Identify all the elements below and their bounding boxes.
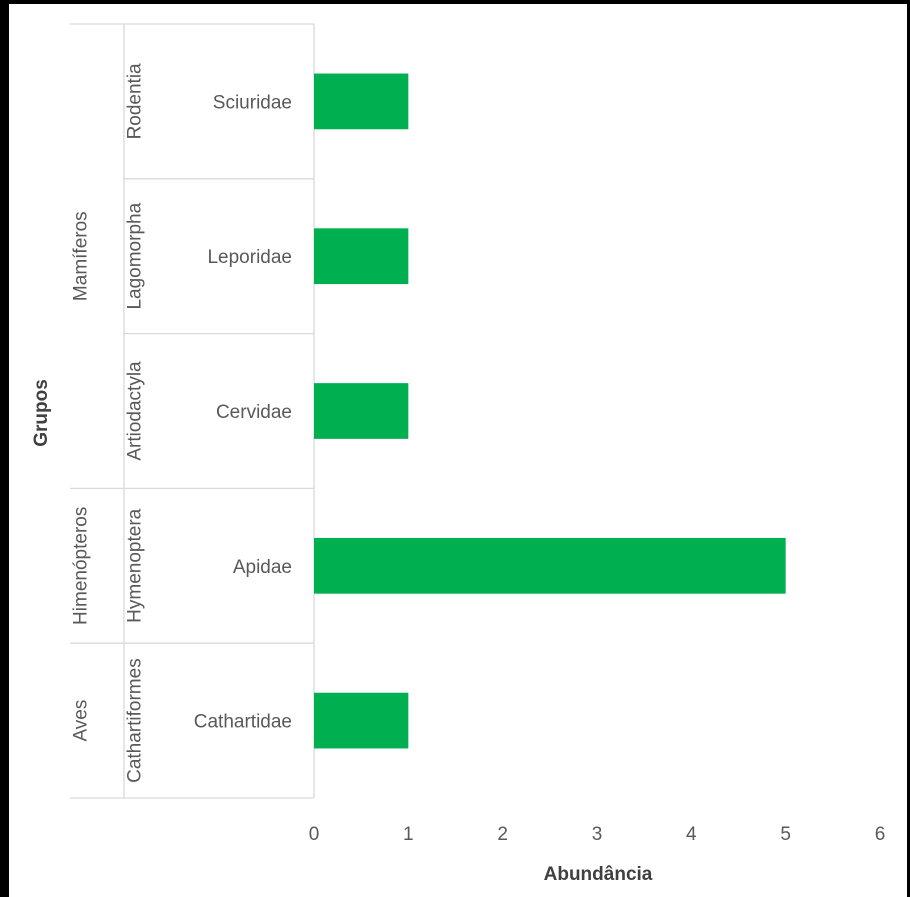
y-axis-title: Grupos <box>31 379 52 447</box>
x-axis-title: Abundância <box>544 864 653 885</box>
bars-layer <box>314 73 786 749</box>
order-labels: Cathartiformes Hymenoptera Artiodactyla Lag… <box>125 63 146 783</box>
bar-apidae <box>314 537 786 594</box>
x-tick-label: 2 <box>497 824 508 845</box>
category-label: Cathartidae <box>194 712 292 733</box>
group-label: Mamíferos <box>71 211 92 301</box>
category-label: Leporidae <box>207 247 292 268</box>
bar-cervidae <box>314 383 409 439</box>
x-tick-label: 3 <box>592 824 603 845</box>
category-labels: Cathartidae Apidae Cervidae Leporidae Sciuri… <box>194 92 292 732</box>
order-label: Hymenoptera <box>125 508 146 622</box>
x-tick-label: 1 <box>403 824 414 845</box>
x-tick-label: 0 <box>309 824 320 845</box>
x-tick-label: 4 <box>686 824 697 845</box>
category-label: Apidae <box>233 557 292 578</box>
bar-leporidae <box>314 228 409 285</box>
group-label: Himenópteros <box>71 507 92 625</box>
group-labels: Aves Himenópteros Mamíferos <box>71 211 92 741</box>
category-label: Sciuridae <box>213 92 292 113</box>
x-tick-label: 5 <box>780 824 791 845</box>
x-tick-labels: 0 1 2 3 4 5 6 <box>309 824 886 845</box>
order-label: Rodentia <box>125 63 146 139</box>
axis-lines <box>70 23 315 799</box>
order-label: Lagomorpha <box>125 202 146 309</box>
category-label: Cervidae <box>216 402 292 423</box>
group-label: Aves <box>71 700 92 742</box>
order-label: Artiodactyla <box>125 361 146 461</box>
x-tick-label: 6 <box>875 824 886 845</box>
order-label: Cathartiformes <box>125 658 146 783</box>
bar-sciuridae <box>314 73 409 130</box>
bar-cathartidae <box>314 692 409 749</box>
